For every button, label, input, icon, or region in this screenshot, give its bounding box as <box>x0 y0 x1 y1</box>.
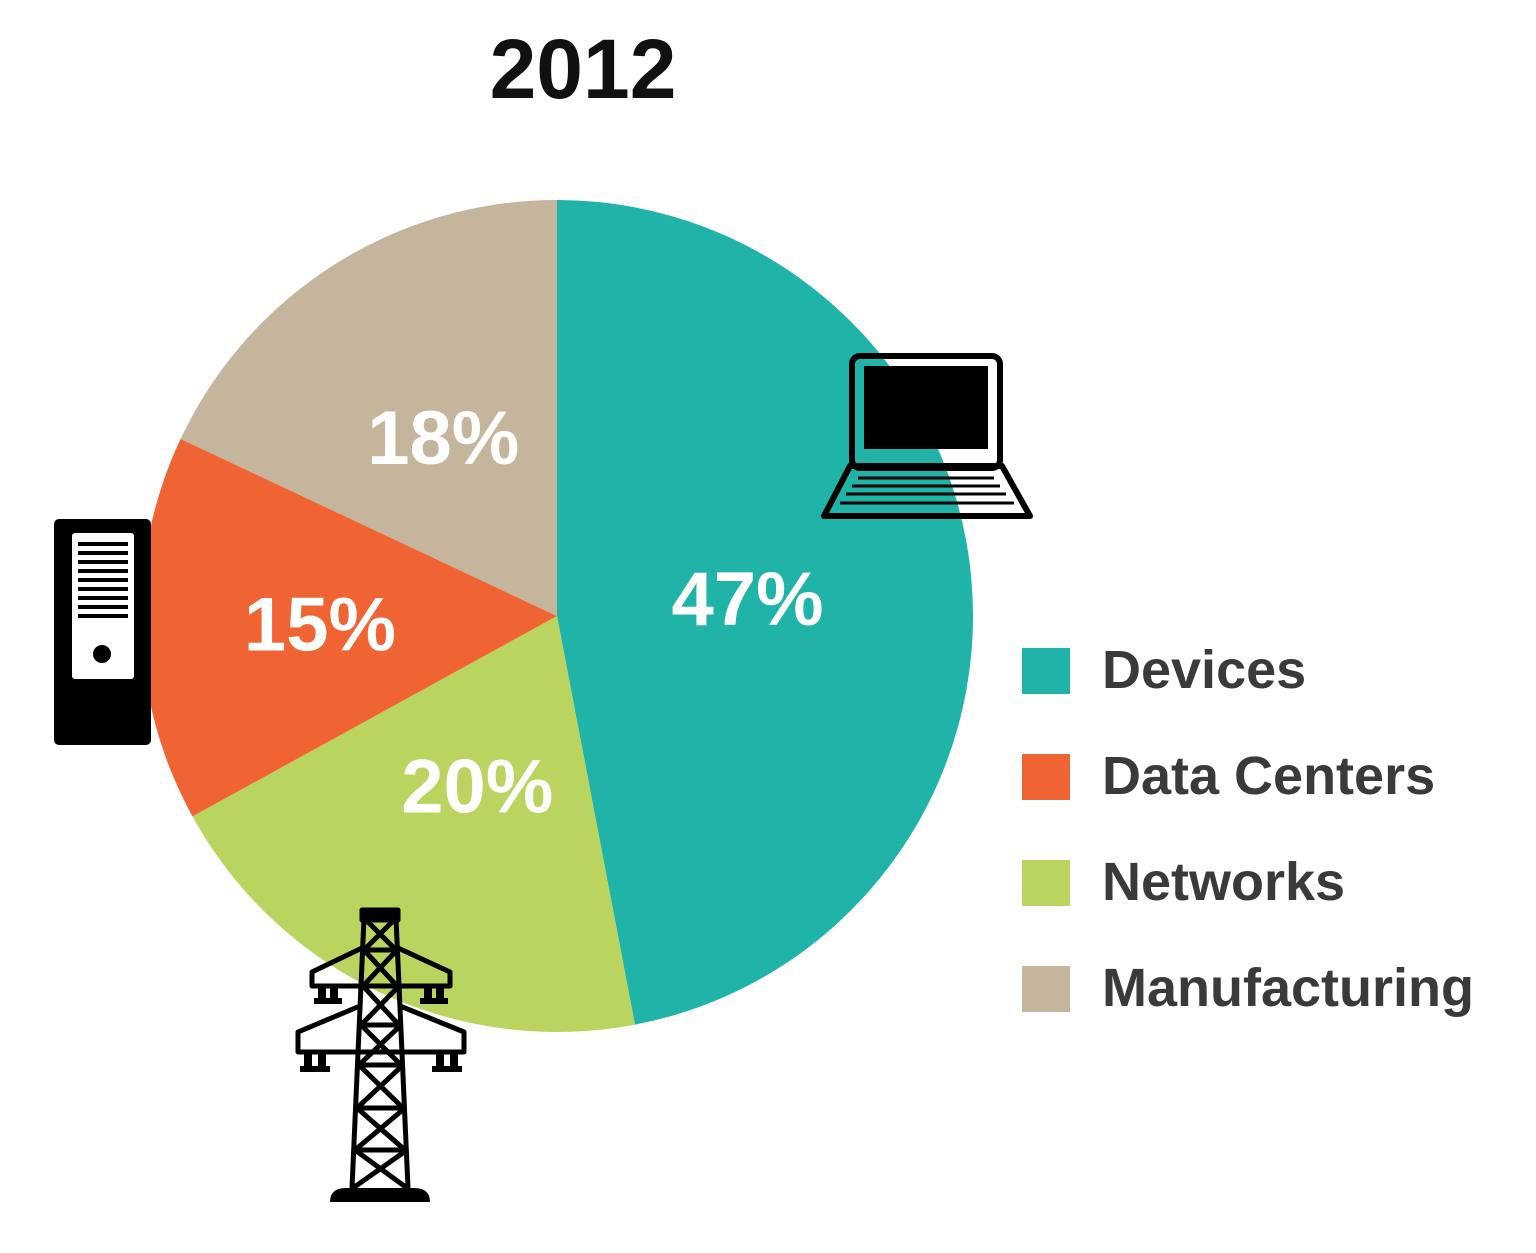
legend-label-manufacturing: Manufacturing <box>1102 958 1474 1018</box>
slice-label-manufacturing: 18% <box>367 396 519 481</box>
slice-label-devices: 47% <box>671 557 823 642</box>
slice-label-networks: 20% <box>401 744 553 829</box>
legend-swatch-data-centers <box>1022 754 1070 800</box>
legend-label-devices: Devices <box>1102 640 1306 700</box>
legend-label-networks: Networks <box>1102 852 1345 912</box>
slice-label-data-centers: 15% <box>244 582 396 667</box>
laptop-icon <box>821 353 1033 519</box>
chart-title: 2012 <box>490 22 677 116</box>
pie-slice-manufacturing <box>180 200 557 616</box>
server-tower-icon <box>54 519 151 745</box>
legend-swatch-manufacturing <box>1022 966 1070 1012</box>
slice-labels: 47% 20%15% 18% <box>244 396 824 830</box>
power-pylon-icon <box>295 907 467 1202</box>
legend: Devices Data Centers Networks Manufacturing <box>1022 640 1474 1018</box>
legend-label-data-centers: Data Centers <box>1102 746 1435 806</box>
pie-slice-networks <box>192 616 635 1032</box>
pie-slice-data-centers <box>141 438 557 817</box>
legend-swatch-networks <box>1022 860 1070 906</box>
legend-swatch-devices <box>1022 648 1070 694</box>
